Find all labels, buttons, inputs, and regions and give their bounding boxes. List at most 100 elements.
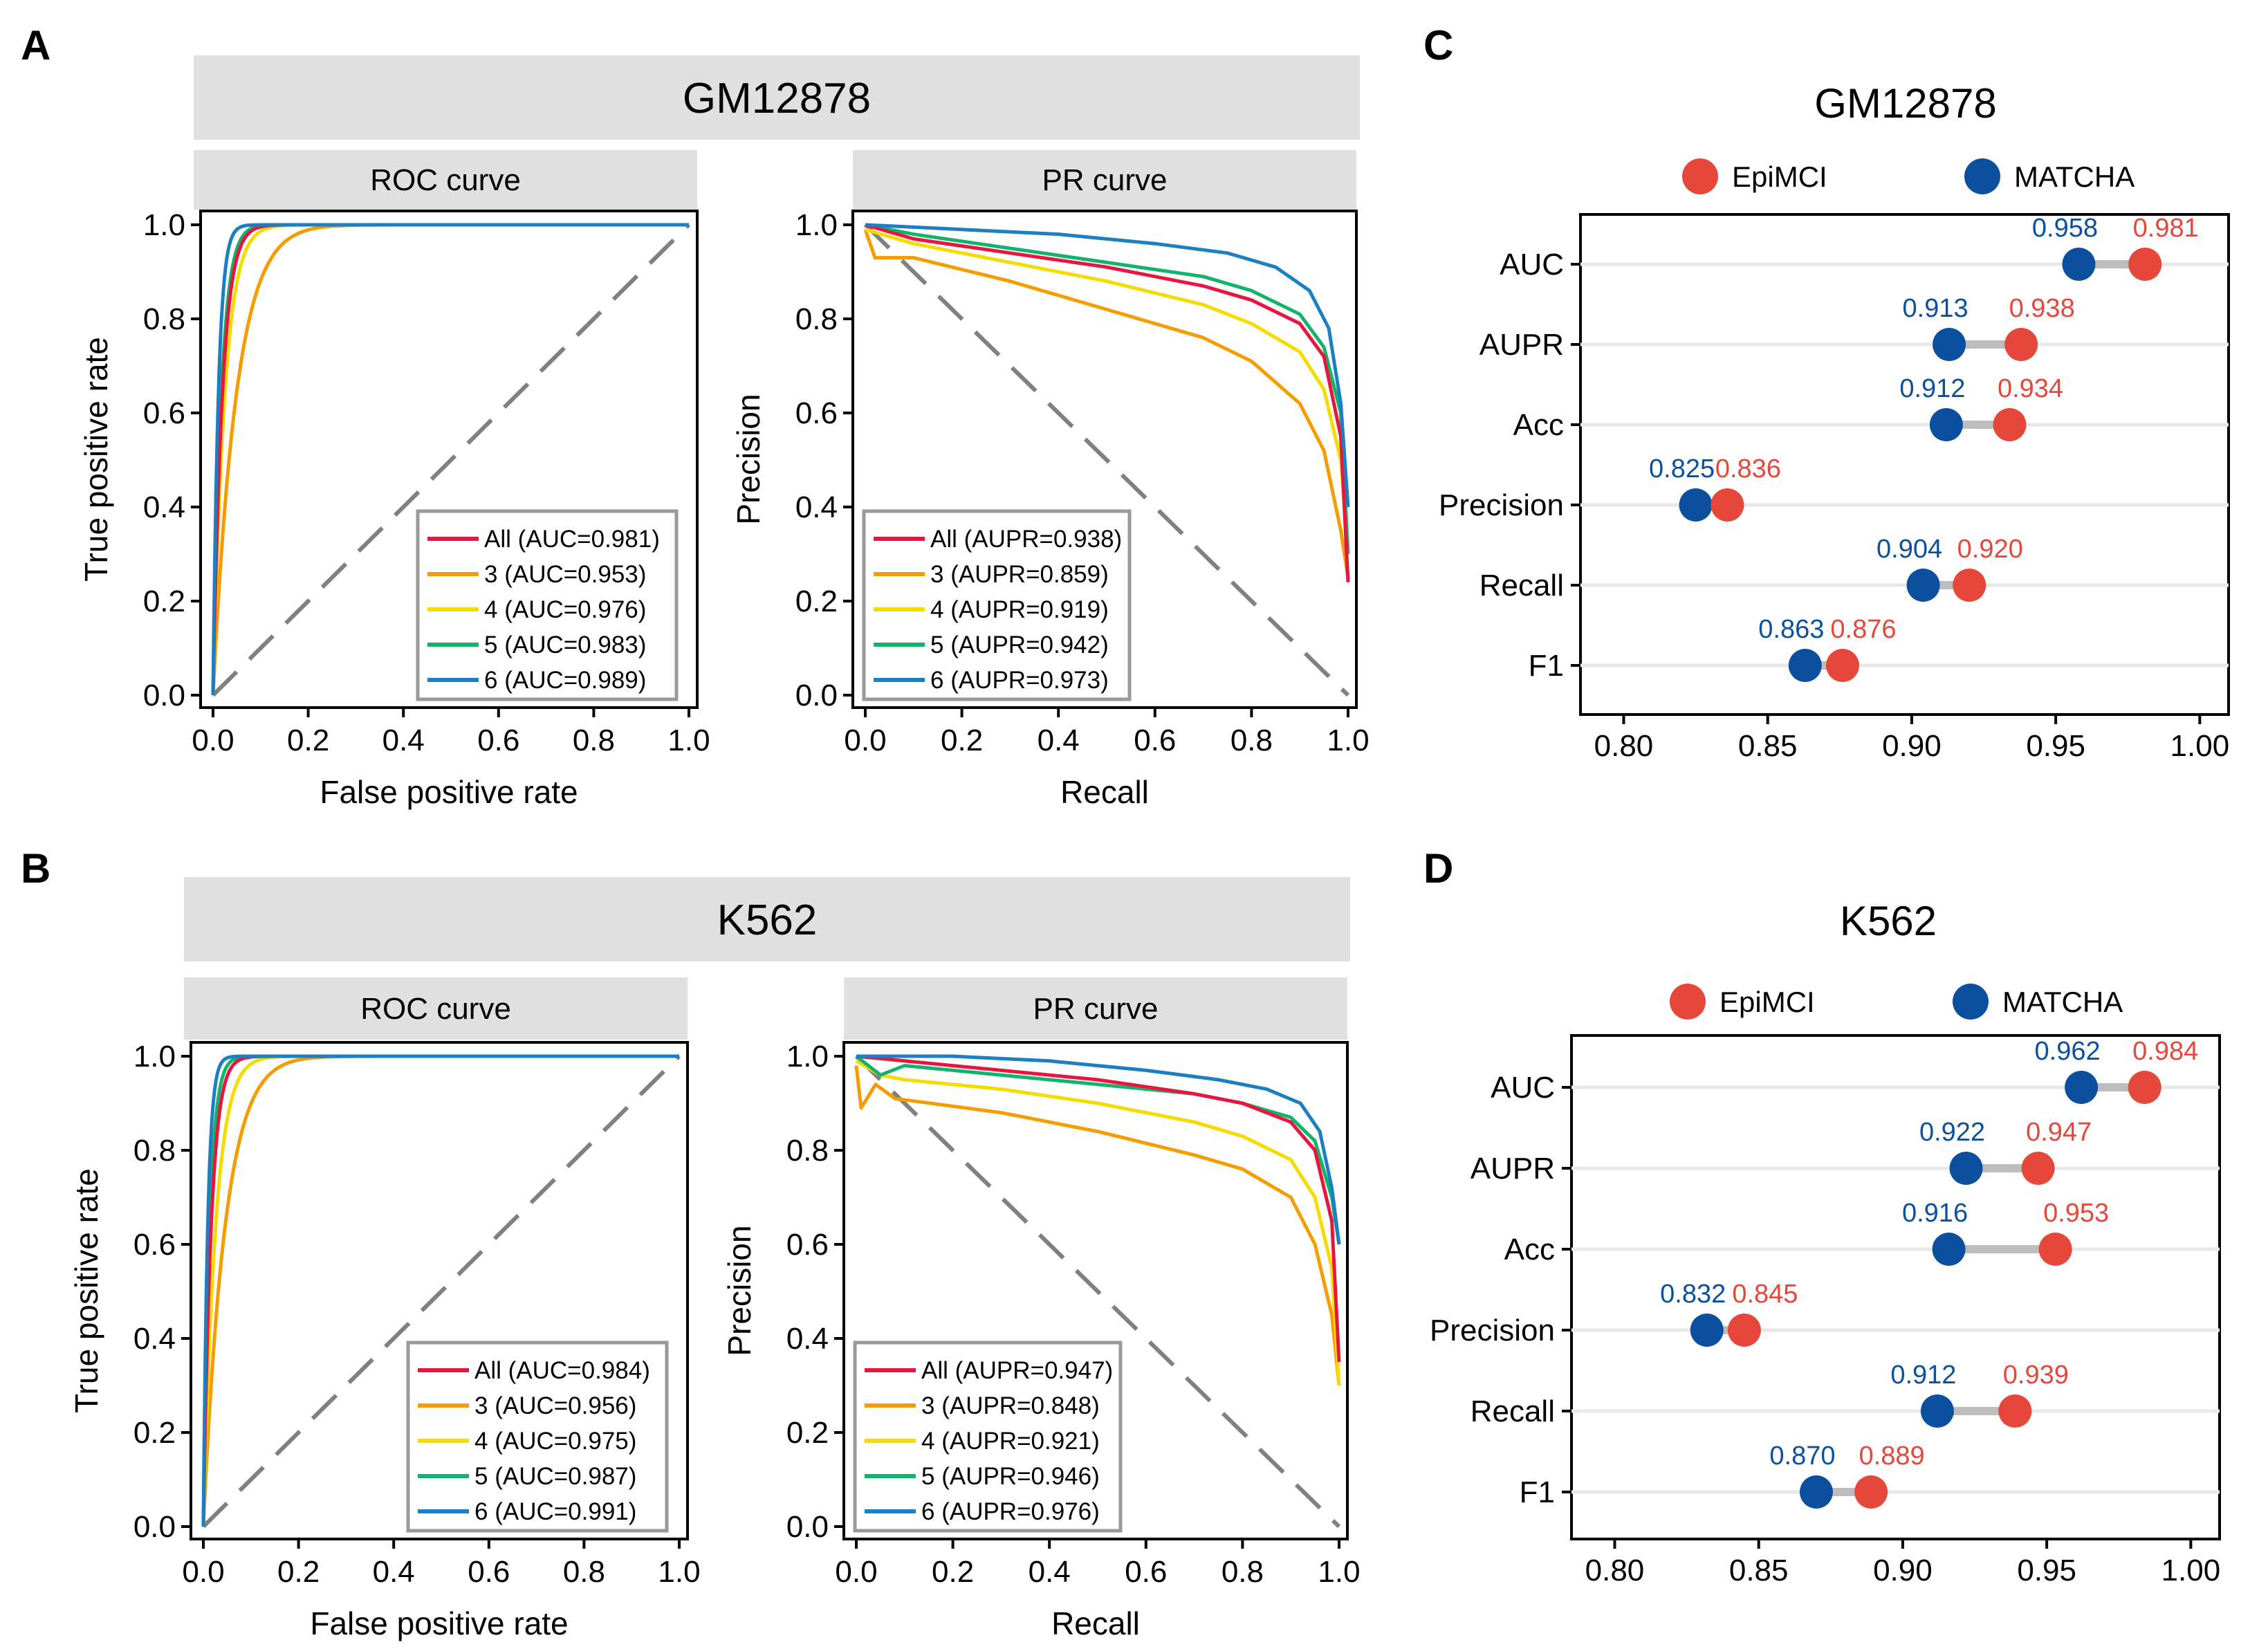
x-tick-label: 0.85: [1729, 1554, 1789, 1587]
legend-label: All (AUPR=0.938): [930, 526, 1122, 553]
legend-label: 6 (AUPR=0.973): [930, 667, 1109, 694]
category-label: F1: [1520, 1475, 1555, 1509]
epimci-value-label: 0.938: [2009, 294, 2075, 323]
panel-b: K562 ROC curve 0.0 0.2 0.4 0.6 0.8 1.0 0.0 0.2 0.4…: [68, 877, 1361, 1641]
roc-x-axis-title: False positive rate: [320, 774, 578, 810]
pr-legend: All (AUPR=0.947) 3 (AUPR=0.848) 4 (AUPR=0.…: [853, 1341, 1123, 1533]
epimci-value-label: 0.836: [1715, 454, 1781, 483]
y-tick-label: 0.8: [143, 302, 185, 336]
matcha-point: [1906, 569, 1940, 602]
y-tick-label: 0.8: [133, 1134, 176, 1168]
y-tick-label: 0.2: [786, 1416, 829, 1450]
matcha-point: [1679, 488, 1713, 522]
epimci-value-label: 0.981: [2133, 214, 2199, 243]
matcha-point: [1799, 1475, 1833, 1509]
legend-box: [406, 1341, 669, 1533]
roc-legend: All (AUC=0.981) 3 (AUC=0.953) 4 (AUC=0.976…: [416, 509, 679, 701]
legend-matcha-dot: [1964, 158, 2000, 194]
pr-diagonal-line: [854, 1054, 1341, 1529]
pr-curve-all: [865, 223, 1350, 582]
matcha-point: [1929, 408, 1963, 441]
matcha-value-label: 0.904: [1877, 535, 1942, 564]
epimci-value-label: 0.845: [1732, 1280, 1798, 1309]
pr-diagonal-line: [863, 223, 1350, 697]
pr-strip-label: PR curve: [1042, 163, 1168, 197]
roc-strip: [184, 977, 688, 1040]
x-tick-label: 1.0: [658, 1555, 700, 1589]
matcha-value-label: 0.832: [1660, 1280, 1726, 1309]
y-tick-label: 0.4: [133, 1322, 176, 1356]
x-tick-label: 1.0: [1318, 1555, 1360, 1589]
legend-label: All (AUC=0.984): [474, 1357, 650, 1384]
epimci-point: [1825, 649, 1859, 682]
x-tick-label: 0.6: [1125, 1555, 1167, 1589]
y-tick-label: 0.2: [143, 584, 185, 618]
epimci-point: [2038, 1233, 2072, 1266]
legend-label: 5 (AUC=0.987): [474, 1463, 636, 1490]
epimci-point: [1711, 488, 1744, 522]
legend-label: 6 (AUC=0.989): [484, 667, 646, 694]
category-label: Recall: [1479, 569, 1564, 602]
epimci-point: [2004, 328, 2038, 361]
panel-label-c: C: [1423, 22, 1453, 68]
pr-curve-5: [865, 223, 1350, 555]
legend-box: [853, 1341, 1123, 1533]
legend-label: 4 (AUPR=0.921): [921, 1428, 1100, 1455]
matcha-point: [2062, 248, 2096, 281]
epimci-value-label: 0.984: [2132, 1037, 2198, 1066]
roc-diagonal-line: [211, 223, 691, 697]
matcha-value-label: 0.922: [1919, 1118, 1985, 1147]
legend-label: 4 (AUC=0.976): [484, 596, 646, 623]
epimci-point: [2128, 248, 2162, 281]
y-tick-label: 0.0: [786, 1510, 829, 1544]
panel-label-a: A: [21, 22, 50, 68]
roc-legend: All (AUC=0.984) 3 (AUC=0.956) 4 (AUC=0.975…: [406, 1341, 669, 1533]
roc-curve-6: [201, 1054, 679, 1527]
epimci-value-label: 0.953: [2043, 1199, 2109, 1228]
x-tick-label: 1.0: [1327, 724, 1369, 757]
matcha-value-label: 0.825: [1649, 454, 1715, 483]
pr-strip: [844, 977, 1347, 1040]
epimci-point: [1998, 1394, 2032, 1428]
pr-curve-6: [856, 1054, 1341, 1245]
y-tick-label: 0.0: [143, 679, 185, 712]
x-tick-label: 0.0: [835, 1555, 877, 1589]
matcha-point: [1949, 1152, 1983, 1185]
category-label: Acc: [1504, 1233, 1555, 1266]
matcha-value-label: 0.870: [1769, 1441, 1835, 1471]
x-tick-label: 0.80: [1585, 1554, 1645, 1587]
matcha-value-label: 0.913: [1903, 294, 1969, 323]
category-label: Acc: [1513, 408, 1564, 442]
x-tick-label: 0.90: [1873, 1554, 1933, 1587]
panel-label-d: D: [1423, 845, 1453, 892]
roc-y-axis-title: True positive rate: [68, 1168, 104, 1413]
matcha-value-label: 0.912: [1890, 1361, 1956, 1390]
y-tick-label: 0.8: [786, 1134, 829, 1168]
legend-label: 3 (AUPR=0.859): [930, 561, 1109, 588]
x-tick-label: 0.90: [1882, 729, 1942, 763]
x-tick-label: 0.0: [182, 1555, 224, 1589]
roc-y-axis-title: True positive rate: [78, 337, 114, 582]
epimci-point: [1727, 1314, 1761, 1347]
x-tick-label: 0.0: [192, 724, 234, 757]
cell-line-header: [184, 877, 1350, 961]
category-label: AUPR: [1479, 328, 1564, 362]
epimci-value-label: 0.889: [1859, 1441, 1925, 1471]
cell-line-title: GM12878: [683, 75, 871, 122]
legend-box: [862, 509, 1132, 701]
matcha-point: [1788, 649, 1822, 682]
epimci-point: [1854, 1475, 1888, 1509]
x-tick-label: 0.8: [1221, 1555, 1264, 1589]
x-tick-label: 1.00: [2161, 1554, 2221, 1587]
cell-line-header: [194, 55, 1360, 140]
x-tick-label: 0.2: [932, 1555, 974, 1589]
pr-strip-label: PR curve: [1033, 992, 1159, 1026]
legend-label: 5 (AUC=0.983): [484, 632, 646, 658]
roc-curve-6: [211, 223, 689, 696]
roc-chart: ROC curve 0.0 0.2 0.4 0.6 0.8 1.0 0.0 0.2 0.4 0.6 0…: [78, 150, 710, 810]
legend-epimci-label: EpiMCI: [1720, 986, 1815, 1018]
legend-label: All (AUC=0.981): [484, 526, 660, 553]
x-tick-label: 0.8: [573, 724, 615, 757]
epimci-value-label: 0.920: [1957, 535, 2023, 564]
